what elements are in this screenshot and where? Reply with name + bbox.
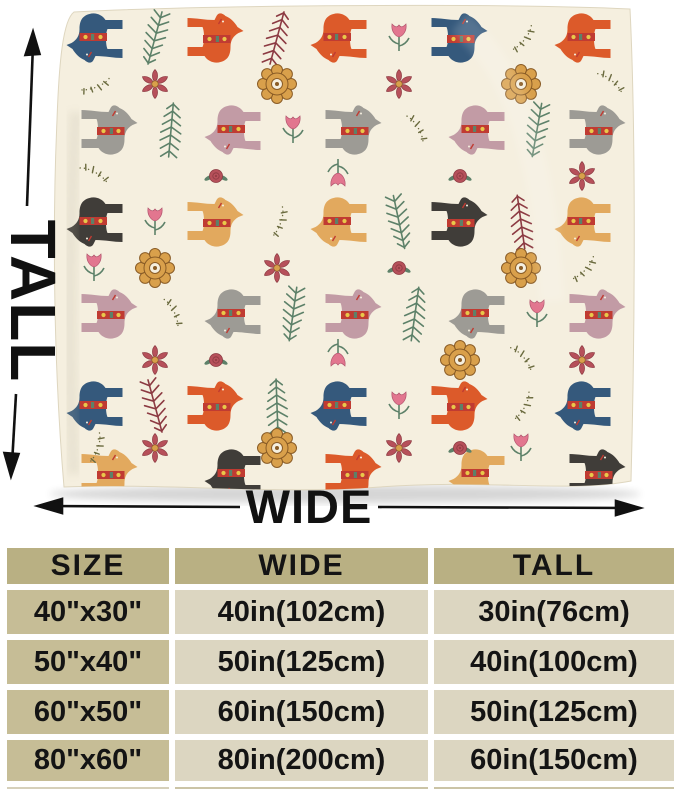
medallion-motif <box>135 248 175 288</box>
size-chart-cell: 40in(102cm) <box>175 590 428 634</box>
size-chart-row-label: 60"x50" <box>7 690 169 734</box>
blanket-hero-section: TALL WIDE <box>0 4 645 533</box>
size-chart-cell: 50in(125cm) <box>434 690 674 734</box>
medallion-motif <box>501 248 541 288</box>
blanket-image <box>49 4 641 503</box>
medallion-motif <box>440 340 480 380</box>
size-chart-row-label: 50"x40" <box>7 640 169 684</box>
size-chart-cell: 40in(100cm) <box>434 640 674 684</box>
wide-label: WIDE <box>245 480 373 533</box>
tall-label: TALL <box>0 219 69 383</box>
size-chart-table: SIZE WIDE TALL 40"x30" 40in(102cm) 30in(76cm)… <box>7 548 674 781</box>
wide-arrow-line-right <box>377 505 633 510</box>
blanket-shadow <box>49 485 641 503</box>
size-chart-header-size: SIZE <box>7 548 169 584</box>
medallion-motif <box>257 64 297 104</box>
sliver-cell <box>175 787 428 789</box>
sliver-cell <box>7 787 169 789</box>
medallion-motif <box>257 428 297 468</box>
size-chart-cell: 30in(76cm) <box>434 590 674 634</box>
size-chart-cell: 80in(200cm) <box>175 740 428 781</box>
sliver-cell <box>434 787 674 789</box>
size-chart-header-tall: TALL <box>434 548 674 584</box>
blanket-fabric <box>53 4 635 491</box>
size-chart-row-label: 80"x60" <box>7 740 169 781</box>
size-chart-cell: 60in(150cm) <box>434 740 674 781</box>
size-chart-header-wide: WIDE <box>175 548 428 584</box>
size-chart-next-row-sliver <box>7 787 674 789</box>
size-chart-cell: 50in(125cm) <box>175 640 428 684</box>
wide-arrow-line-left <box>45 504 241 509</box>
size-chart-row-label: 40"x30" <box>7 590 169 634</box>
fabric-sheen <box>62 12 565 475</box>
tall-arrow-line-bottom <box>10 393 18 465</box>
tall-arrowhead-down-icon <box>2 451 21 481</box>
size-chart-cell: 60in(150cm) <box>175 690 428 734</box>
